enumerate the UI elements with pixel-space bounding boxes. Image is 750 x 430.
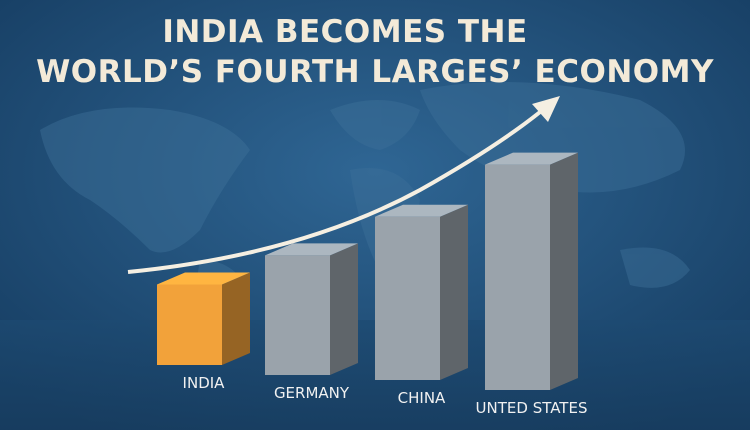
- bar-top: [265, 243, 358, 256]
- bar-side: [440, 204, 468, 380]
- bar-top: [375, 204, 468, 217]
- bar: [265, 255, 330, 375]
- bar-top: [157, 272, 250, 285]
- x-tick-label: INDIA: [183, 374, 226, 392]
- bar: [157, 284, 222, 365]
- bar-side: [330, 243, 358, 375]
- x-tick-label: GERMANY: [274, 384, 350, 402]
- bar-side: [550, 152, 578, 390]
- bar: [485, 164, 550, 390]
- arrow-head: [532, 96, 560, 122]
- title-line: INDIA BECOMES THE: [162, 14, 527, 50]
- bar-top: [485, 152, 578, 165]
- bar-side: [222, 272, 250, 365]
- title-line: WORLD’S FOURTH LARGES’ ECONOMY: [36, 54, 714, 90]
- bar: [375, 216, 440, 380]
- x-tick-label: UNTED STATES: [476, 399, 588, 417]
- x-tick-label: CHINA: [398, 389, 446, 407]
- trend-arrow: [127, 106, 547, 274]
